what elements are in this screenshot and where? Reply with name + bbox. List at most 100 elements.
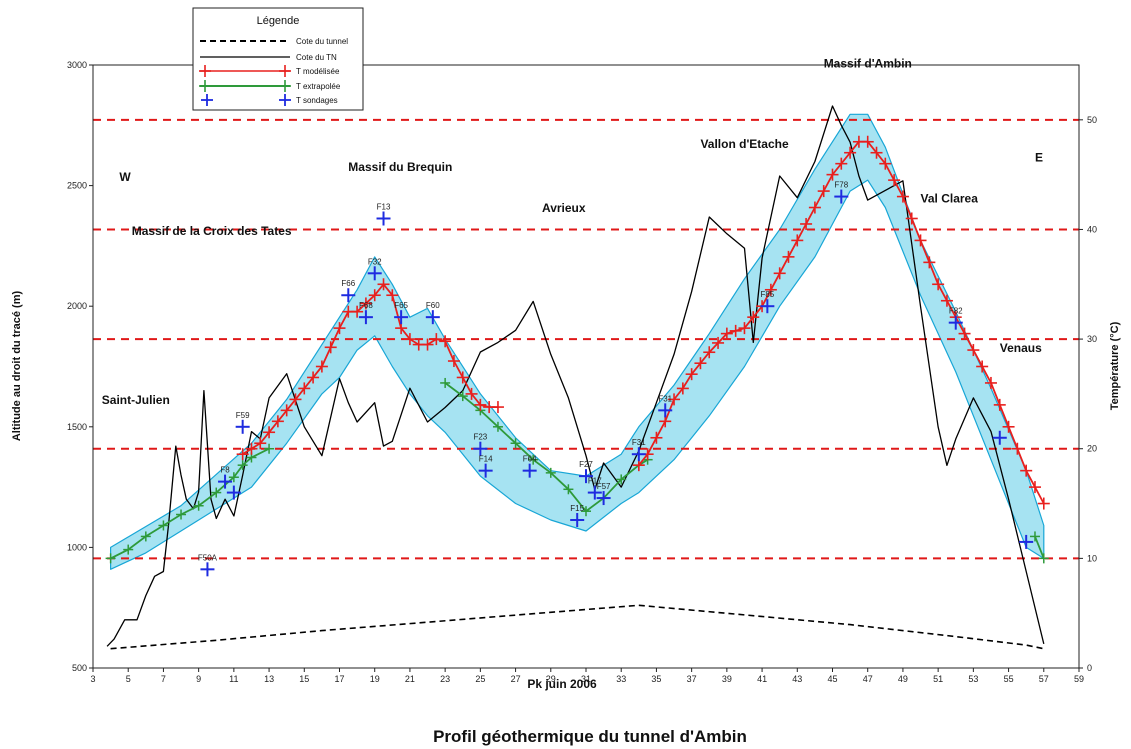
borehole-marker xyxy=(992,430,1007,445)
modelled-marker xyxy=(905,212,918,225)
modelled-marker xyxy=(1028,481,1041,494)
modelled-marker xyxy=(1020,464,1033,477)
y2-tick-label: 50 xyxy=(1087,115,1097,125)
y2-tick-label: 20 xyxy=(1087,444,1097,454)
x-tick-label: 39 xyxy=(722,674,732,684)
legend-label-tunnel: Cote du tunnel xyxy=(296,37,348,46)
region-label: Val Clarea xyxy=(921,191,979,205)
modelled-marker xyxy=(738,322,751,335)
borehole-marker xyxy=(218,474,233,489)
borehole-label: F65 xyxy=(394,301,408,310)
borehole-marker xyxy=(394,310,409,325)
legend-label-tn: Cote du TN xyxy=(296,53,337,62)
region-label: W xyxy=(119,170,131,184)
borehole-label: F82 xyxy=(949,307,963,316)
chart-title: Profil géothermique du tunnel d'Ambin xyxy=(433,727,747,746)
modelled-marker xyxy=(923,256,936,269)
extrapolated-marker xyxy=(105,553,116,564)
x-tick-label: 35 xyxy=(651,674,661,684)
x-tick-label: 5 xyxy=(126,674,131,684)
modelled-marker xyxy=(782,250,795,263)
modelled-marker xyxy=(491,401,504,414)
modelled-marker xyxy=(421,338,434,351)
x-tick-label: 19 xyxy=(370,674,380,684)
modelled-marker xyxy=(940,294,953,307)
modelled-marker xyxy=(712,336,725,349)
legend-title: Légende xyxy=(257,15,300,27)
x-tick-label: 29 xyxy=(546,674,556,684)
modelled-marker xyxy=(861,135,874,148)
borehole-marker xyxy=(367,266,382,281)
modelled-marker xyxy=(439,335,452,348)
modelled-marker xyxy=(430,333,443,346)
borehole-points-layer: F50A F8 F59 F66 F68 F32 F13 F65 F60 F23 F14 F64 F15 F… xyxy=(198,181,1034,577)
legend: Légende Cote du tunnel Cote du TN T modé… xyxy=(192,7,364,111)
extrapolated-marker xyxy=(616,474,627,485)
series-tunnel-line xyxy=(110,604,1044,650)
borehole-label: F60 xyxy=(426,301,440,310)
modelled-marker xyxy=(465,387,478,400)
borehole-label: F23 xyxy=(473,433,487,442)
modelled-marker xyxy=(474,398,487,411)
y-tick-label: 500 xyxy=(72,663,87,673)
borehole-label: F31 xyxy=(658,394,672,403)
annotations-layer: W Massif du Brequin Massif de la Croix des… xyxy=(102,56,1043,406)
borehole-label: F57 xyxy=(597,482,611,491)
legend-label-modelled: T modélisée xyxy=(296,67,340,76)
extrapolated-marker xyxy=(158,520,169,531)
modelled-marker xyxy=(844,146,857,159)
modelled-marker xyxy=(236,448,249,461)
region-label: Massif du Brequin xyxy=(348,160,452,174)
modelled-marker xyxy=(263,426,276,439)
borehole-label: F31 xyxy=(632,438,646,447)
series-layer xyxy=(105,105,1050,650)
modelled-marker xyxy=(870,146,883,159)
legend-marker-modelled xyxy=(199,65,291,77)
modelled-marker xyxy=(976,360,989,373)
uncertainty-band-layer xyxy=(109,113,1045,570)
modelled-marker xyxy=(1002,420,1015,433)
series-extrapolated-line xyxy=(1034,536,1045,559)
borehole-marker xyxy=(358,310,373,325)
extrapolated-marker xyxy=(176,509,187,520)
y-tick-label: 1500 xyxy=(67,422,87,432)
modelled-marker xyxy=(888,174,901,187)
modelled-marker xyxy=(720,327,733,340)
borehole-label: F13 xyxy=(377,202,391,211)
borehole-marker xyxy=(478,463,493,478)
modelled-marker xyxy=(764,283,777,296)
modelled-marker xyxy=(747,311,760,324)
modelled-marker xyxy=(245,442,258,455)
modelled-marker xyxy=(668,393,681,406)
legend-label-boreholes: T sondages xyxy=(296,96,338,105)
x-tick-label: 51 xyxy=(933,674,943,684)
region-label: E xyxy=(1035,150,1043,164)
modelled-marker xyxy=(791,234,804,247)
y-tick-label: 2000 xyxy=(67,301,87,311)
borehole-label: F15 xyxy=(570,504,584,513)
borehole-marker xyxy=(760,299,775,314)
modelled-marker xyxy=(315,360,328,373)
modelled-marker xyxy=(932,278,945,291)
borehole-label: F85 xyxy=(760,290,774,299)
x-tick-label: 25 xyxy=(475,674,485,684)
legend-label-extrapolated: T extrapolée xyxy=(296,82,341,91)
modelled-marker xyxy=(826,168,839,181)
x-tick-label: 11 xyxy=(229,674,238,684)
modelled-marker xyxy=(896,190,909,203)
region-label: Avrieux xyxy=(542,201,586,215)
x-tick-label: 45 xyxy=(827,674,837,684)
modelled-marker xyxy=(280,404,293,417)
modelled-marker xyxy=(1037,497,1050,510)
y-tick-label: 1000 xyxy=(67,542,87,552)
x-tick-label: 15 xyxy=(299,674,309,684)
series-terrain-line xyxy=(106,105,1045,647)
modelled-marker xyxy=(800,217,813,230)
legend-box xyxy=(192,7,364,111)
modelled-marker xyxy=(817,185,830,198)
borehole-marker xyxy=(596,491,611,506)
extrapolated-marker xyxy=(1029,531,1040,542)
extrapolated-marker xyxy=(510,438,521,449)
modelled-marker xyxy=(298,382,311,395)
modelled-marker xyxy=(703,346,716,359)
